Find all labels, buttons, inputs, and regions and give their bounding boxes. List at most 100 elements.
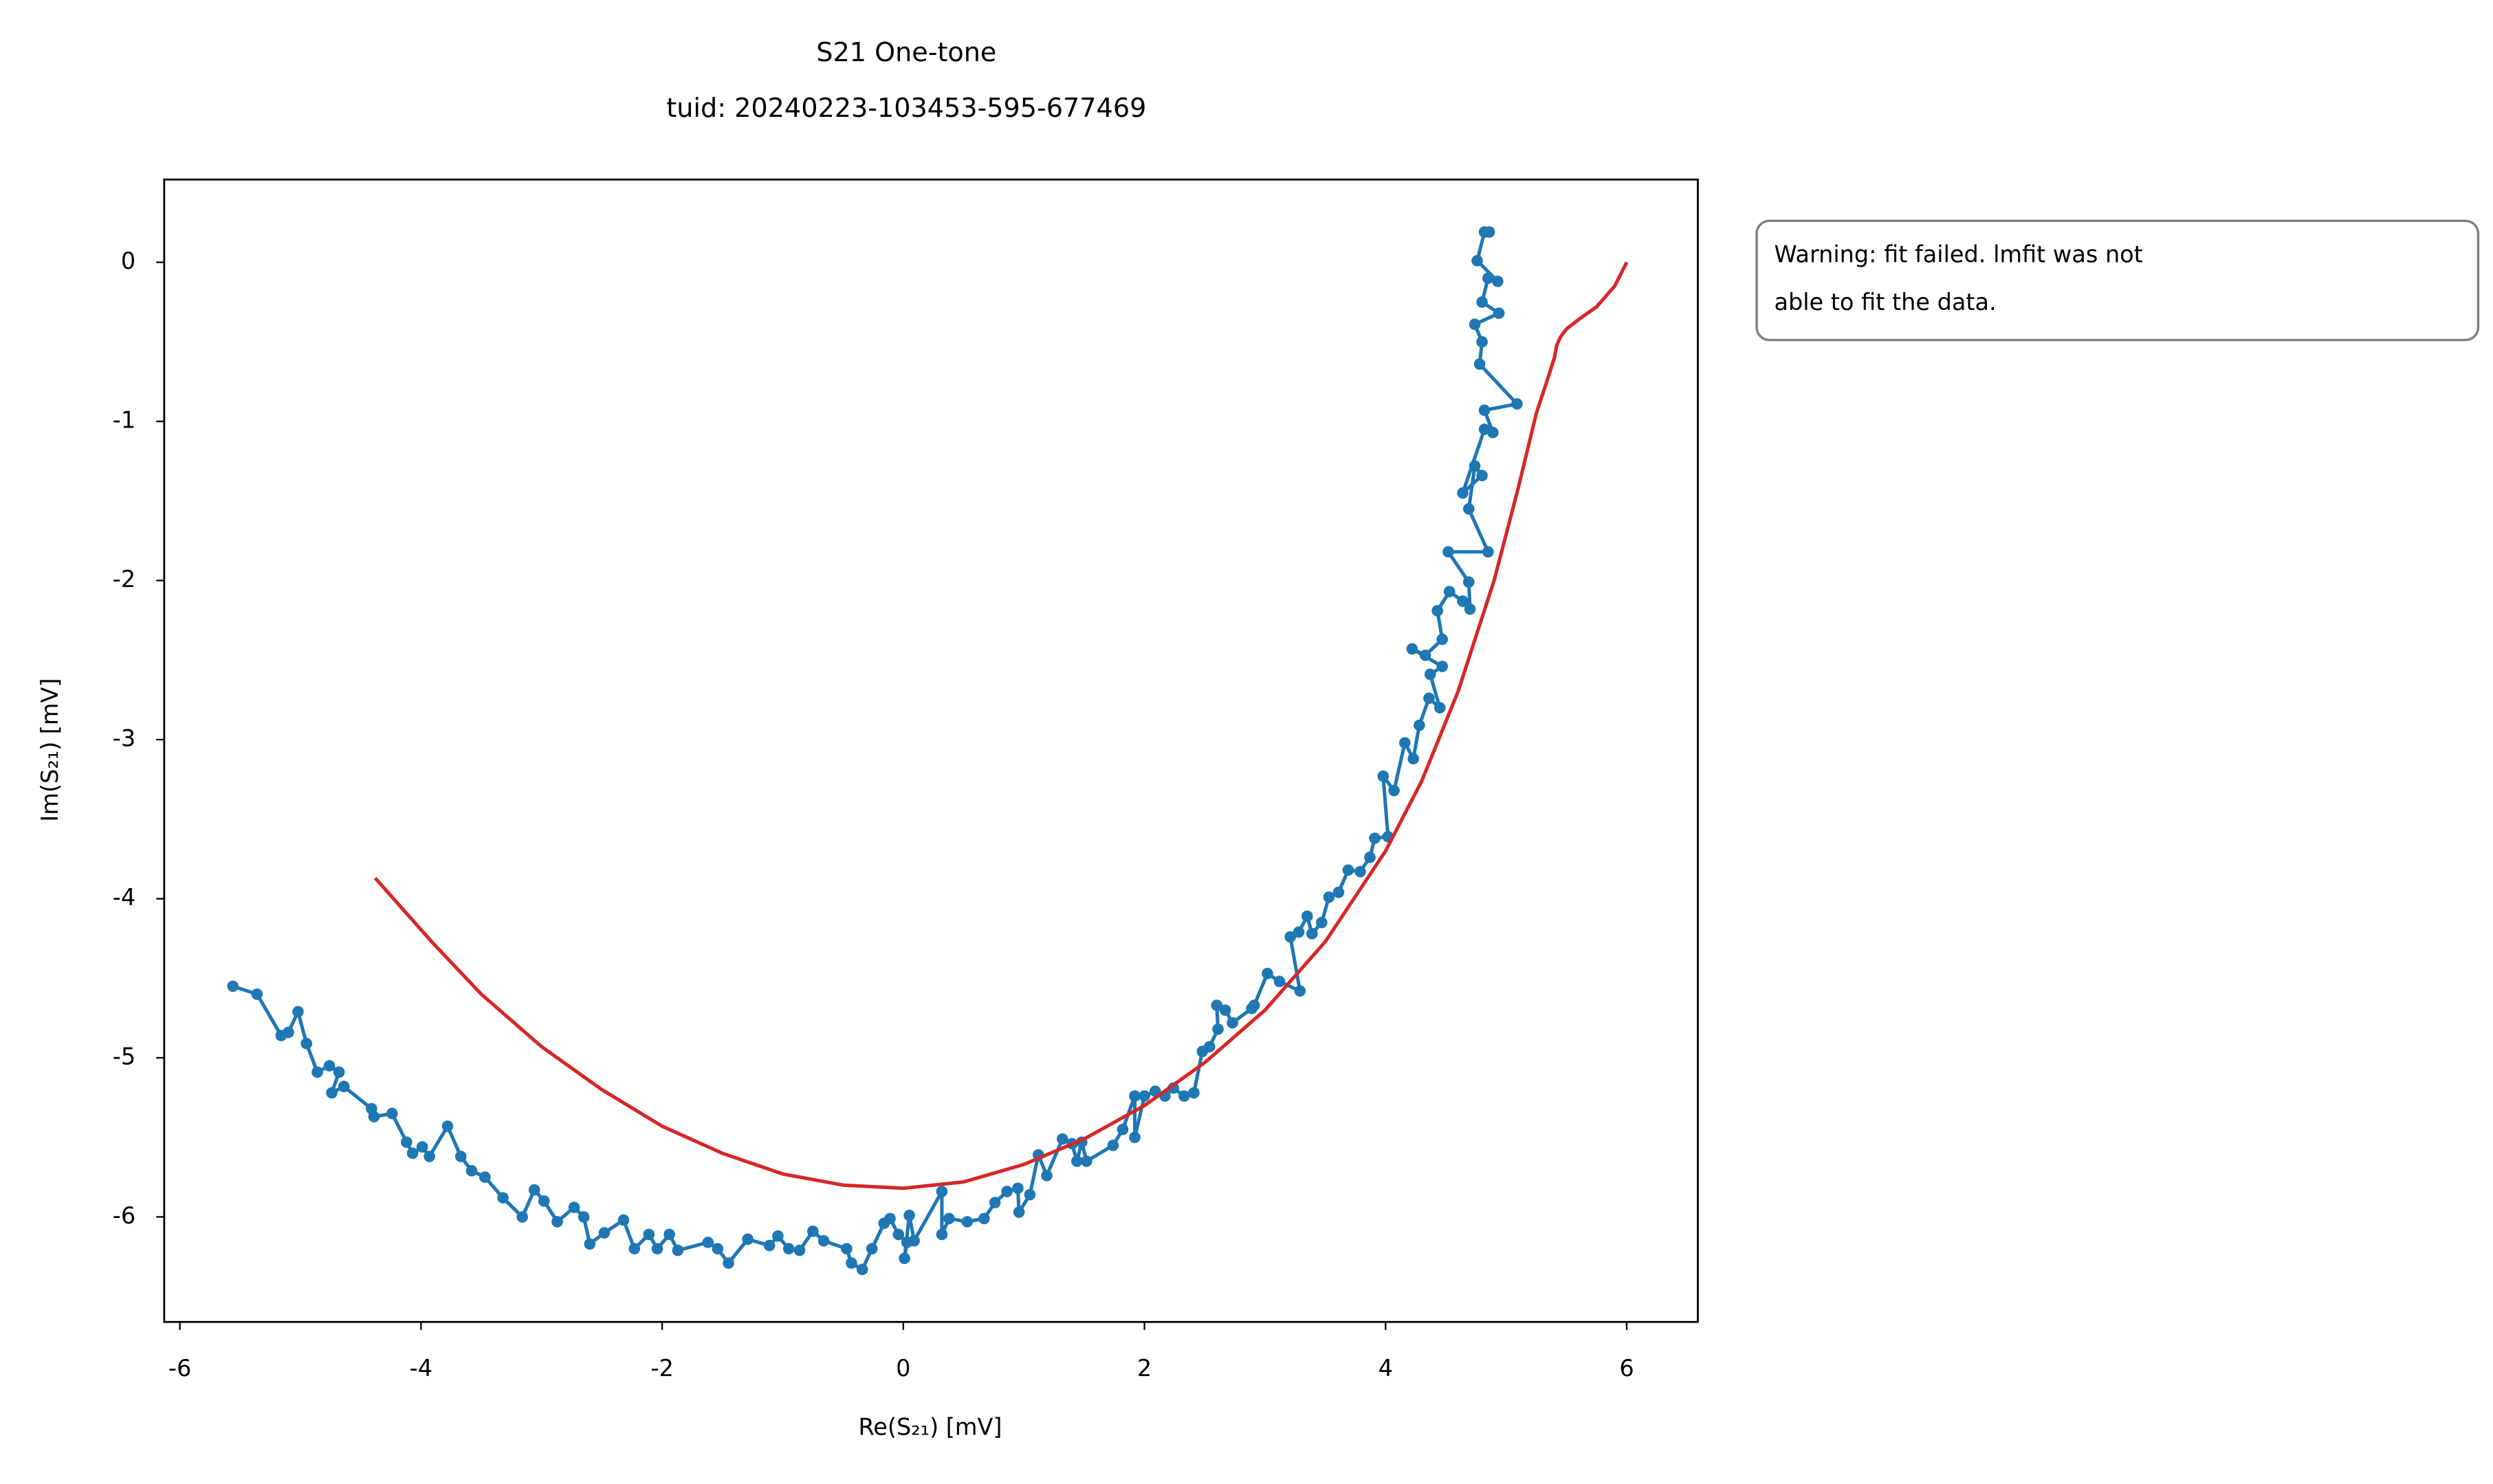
data-point [1511,398,1523,410]
data-point [1203,1041,1216,1053]
data-point [617,1214,630,1226]
x-axis-label: Re(S₂₁) [mV] [859,1414,1002,1441]
data-point [1013,1206,1025,1218]
data-point [1323,891,1335,903]
data-point [1129,1131,1141,1144]
data-point [1442,546,1454,558]
data-point [1469,318,1481,331]
chart-subtitle: tuid: 20240223-103453-595-677469 [666,93,1146,123]
data-point [1212,1023,1224,1035]
data-point [1476,296,1488,308]
data-point [936,1186,948,1197]
data-point [1436,633,1449,645]
x-tick-label: 2 [1137,1355,1152,1382]
data-point [311,1066,323,1078]
data-point [292,1006,304,1018]
data-point [300,1037,313,1050]
y-tick-label: 0 [121,247,135,274]
data-point [1188,1087,1200,1099]
data-point [516,1211,528,1223]
x-tick-label: -4 [410,1355,432,1382]
data-point [406,1147,419,1160]
data-point [1457,487,1469,499]
data-point [763,1239,776,1252]
data-point [856,1263,868,1276]
data-point [1129,1090,1141,1102]
data-point [1492,276,1504,287]
data-point [742,1233,754,1245]
data-point [323,1060,336,1072]
data-point [1294,985,1306,997]
data-point [841,1243,853,1255]
data-point [884,1212,896,1225]
data-point [1354,865,1366,878]
data-point [1443,586,1456,598]
data-point [1482,546,1494,558]
data-point [1316,916,1328,929]
data-point [386,1107,398,1120]
data-point [1423,692,1435,705]
data-point [712,1243,724,1255]
data-point [1369,832,1381,844]
data-point [1407,753,1419,765]
data-point [454,1151,467,1162]
data-point [1493,307,1505,319]
x-tick-label: -6 [168,1355,191,1382]
y-tick-label: -1 [113,407,135,434]
data-point [892,1228,905,1241]
data-point [1293,926,1305,938]
data-point [1284,931,1297,943]
y-tick-label: -2 [113,566,135,593]
data-point [1399,737,1411,749]
data-point [283,1026,294,1039]
data-point [479,1171,491,1183]
data-point [989,1197,1001,1208]
data-point [663,1228,675,1241]
data-point [1342,864,1354,876]
data-point [584,1238,596,1250]
data-point [1462,576,1475,588]
y-tick-label: -6 [113,1202,135,1229]
data-point [1414,719,1425,731]
data-point [497,1192,509,1204]
data-point [338,1081,350,1092]
y-axis-label: Im(S₂₁) [mV] [36,678,63,821]
x-tick-label: 4 [1379,1355,1393,1382]
data-point [1081,1155,1092,1167]
data-point [672,1244,684,1256]
data-point [943,1212,955,1225]
data-point [1419,650,1431,661]
chart-title: S21 One-tone [816,37,996,67]
data-point [1273,975,1286,988]
data-point [465,1164,478,1177]
data-point [1476,335,1488,348]
data-point [1388,784,1400,797]
data-point [326,1087,338,1099]
data-point [1117,1123,1129,1136]
data-point [936,1228,948,1241]
data-point [961,1216,974,1228]
data-point [1464,603,1476,615]
data-point [1001,1186,1013,1197]
data-point [1012,1182,1024,1195]
data-point [568,1201,580,1213]
data-point [227,980,239,993]
data-point [1469,460,1481,472]
data-point [628,1243,641,1255]
data-point [1139,1090,1150,1102]
data-point [806,1225,819,1237]
annotation-line: Warning: fit failed. lmfit was not [1774,241,2142,268]
data-point [846,1257,857,1269]
data-point [1431,605,1444,617]
data-point [1211,999,1223,1011]
data-point [793,1244,806,1256]
data-point [908,1234,920,1247]
data-point [1301,910,1313,922]
data-point [1071,1155,1083,1167]
data-point [424,1151,435,1162]
data-point [978,1212,990,1225]
data-point [1041,1169,1053,1182]
data-point [441,1120,454,1132]
data-point [1219,1004,1231,1016]
data-point [1364,851,1376,863]
